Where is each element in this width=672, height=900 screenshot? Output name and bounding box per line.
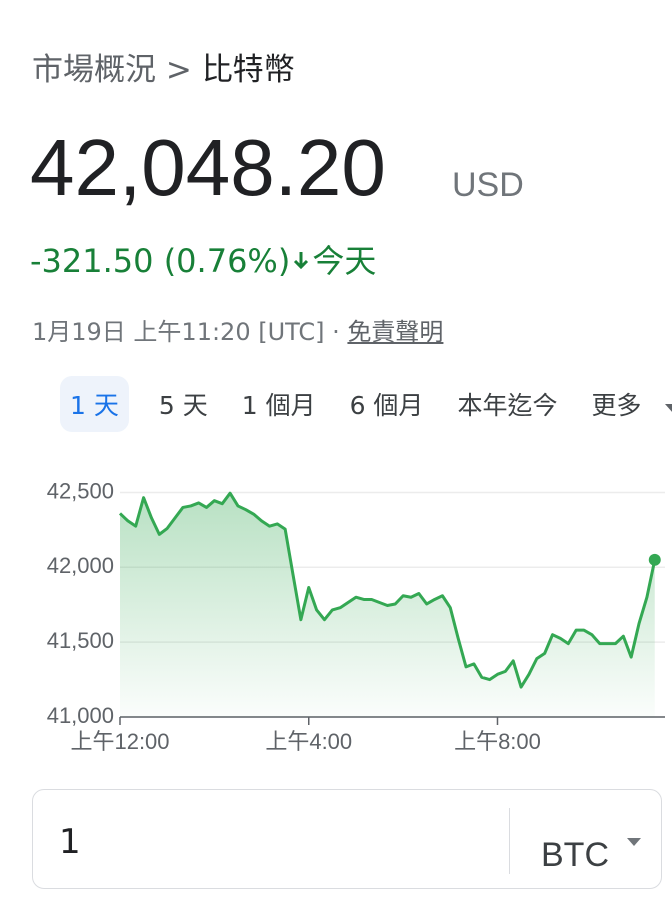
range-tab[interactable]: 1 個月	[241, 391, 316, 420]
breadcrumb-parent[interactable]: 市場概況	[32, 52, 156, 88]
unit-select[interactable]: BTC	[541, 836, 609, 874]
divider	[509, 808, 510, 874]
line	[118, 491, 657, 689]
timestamp-row: 1月19日 上午11:20 [UTC] · 免責聲明	[32, 312, 443, 347]
disclaimer-link[interactable]: 免責聲明	[347, 318, 444, 346]
change-period: 今天	[312, 242, 377, 280]
price-change: -321.50 (0.76%) 今天	[30, 236, 376, 282]
breadcrumb-current: 比特幣	[201, 52, 295, 88]
change-text: -321.50 (0.76%)	[30, 242, 291, 280]
range-tab[interactable]: 1 天	[60, 376, 129, 432]
dropdown-arrow	[627, 838, 641, 846]
range-tab[interactable]: 5 天	[158, 391, 208, 420]
x-tick-label: 上午8:00	[454, 729, 541, 754]
y-tick-label: 42,500	[47, 478, 114, 503]
range-tabs: 1 天 5 天 1 個月 6 個月 本年迄今 更多	[60, 376, 672, 432]
area	[120, 493, 655, 717]
y-tick-label: 41,500	[47, 628, 114, 653]
breadcrumb-separator: >	[165, 52, 192, 88]
breadcrumb: 市場概況 > 比特幣	[32, 44, 295, 89]
x-tick-label: 上午4:00	[265, 729, 352, 754]
chart: 41,000 41,500 42,000 42,500 上午12:00 上午4:00 上午8…	[47, 478, 665, 754]
price: 42,048.20	[30, 123, 386, 212]
timestamp: 1月19日 上午11:20 [UTC] ·	[32, 318, 340, 346]
range-tab[interactable]: 本年迄今	[457, 391, 558, 420]
currency: USD	[452, 166, 524, 204]
last-point	[648, 553, 661, 566]
y-tick-label: 42,000	[47, 553, 114, 578]
x-tick-label: 上午12:00	[70, 729, 169, 754]
amount-input[interactable]: 1	[59, 822, 81, 862]
down-arrow	[294, 252, 309, 270]
range-tab[interactable]: 6 個月	[349, 391, 424, 420]
range-tab[interactable]: 更多	[591, 391, 642, 420]
more-arrow	[665, 404, 672, 412]
converter: 1 BTC	[32, 789, 662, 889]
y-tick-label: 41,000	[47, 703, 114, 728]
